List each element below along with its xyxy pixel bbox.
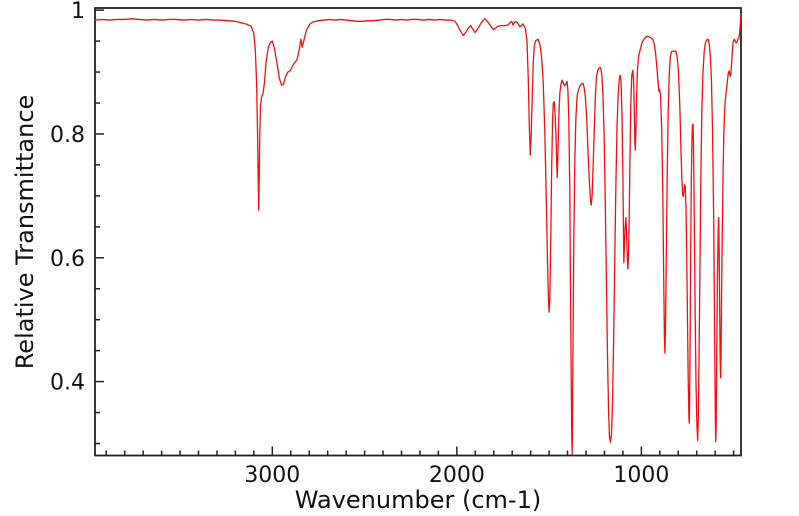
y-tick-label: 0.6 <box>50 247 85 272</box>
y-tick-label: 0.4 <box>50 371 85 396</box>
plot-frame <box>94 7 742 457</box>
spectrum-line <box>94 13 742 455</box>
x-axis-title: Wavenumber (cm-1) <box>294 486 542 514</box>
x-tick-label: 3000 <box>244 463 300 488</box>
x-tick-label: 2000 <box>429 463 485 488</box>
y-tick-label: 0.8 <box>50 123 85 148</box>
x-tick-label: 1000 <box>613 463 669 488</box>
y-tick-label: 1 <box>71 0 85 24</box>
y-axis-title: Relative Transmittance <box>11 94 39 370</box>
